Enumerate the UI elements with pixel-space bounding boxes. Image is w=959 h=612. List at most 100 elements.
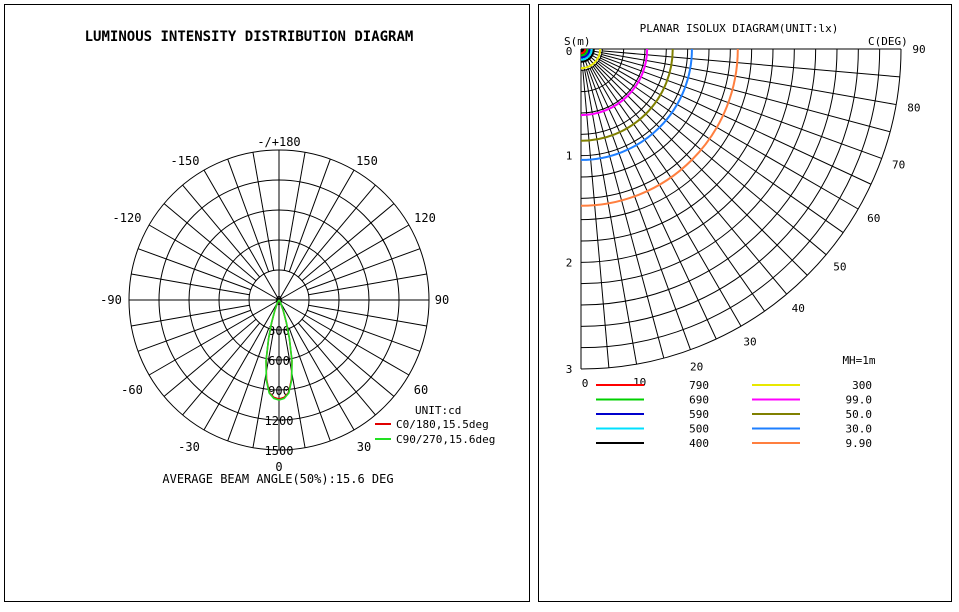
polar-grid-spoke <box>278 224 410 301</box>
polar-radial-tick: 900 <box>268 384 290 398</box>
polar-grid-spoke <box>131 273 250 296</box>
isolux-title: PLANAR ISOLUX DIAGRAM(UNIT:lx) <box>640 22 839 35</box>
isolux-grid-spoke <box>586 69 665 359</box>
polar-grid-spoke <box>308 273 427 296</box>
isolux-grid-spoke <box>595 63 808 276</box>
isolux-grid-spoke <box>582 70 610 368</box>
isolux-grid-spoke <box>580 48 897 106</box>
isolux-legend-value: 690 <box>689 394 709 407</box>
polar-radial-tick: 600 <box>268 354 290 368</box>
polar-grid-spoke <box>288 328 331 442</box>
isolux-legend-value: 590 <box>689 408 709 421</box>
polar-grid-spoke <box>252 329 275 448</box>
isolux-grid-spoke <box>600 57 872 185</box>
isolux-angle-tick: 60 <box>867 212 880 225</box>
isolux-distance-tick: 2 <box>566 256 573 269</box>
polar-grid-spoke <box>131 304 250 327</box>
isolux-angle-tick: 30 <box>743 336 756 349</box>
isolux-grid-spoke <box>580 48 638 365</box>
polar-grid-spoke <box>288 158 331 272</box>
polar-grid-spoke <box>307 309 421 352</box>
isolux-grid-spoke <box>580 48 788 295</box>
isolux-grid-arc <box>580 48 603 71</box>
polar-angle-label: 30 <box>357 440 371 454</box>
luminous-intensity-panel: LUMINOUS INTENSITY DISTRIBUTION DIAGRAM -… <box>4 4 530 602</box>
polar-radial-tick: 1200 <box>265 414 294 428</box>
polar-angle-label: -120 <box>113 211 142 225</box>
polar-series-curve-1 <box>265 299 293 401</box>
isolux-legend-value: 9.90 <box>846 437 873 450</box>
isolux-grid-spoke <box>580 48 691 350</box>
polar-grid-spoke <box>252 152 275 271</box>
isolux-grid-spoke <box>580 48 827 256</box>
polar-angle-label: 90 <box>435 293 449 307</box>
isolux-contour-4 <box>580 48 595 63</box>
polar-angle-label: -150 <box>171 154 200 168</box>
polar-grid-spoke <box>148 224 280 301</box>
polar-grid-spoke <box>203 169 280 301</box>
polar-angle-label: -60 <box>121 383 143 397</box>
polar-grid-spoke <box>301 318 395 397</box>
isolux-angle-tick: 0 <box>582 377 589 390</box>
polar-grid-spoke <box>137 248 251 291</box>
isolux-contour-6 <box>580 48 649 117</box>
isolux-grid-spoke <box>589 68 717 340</box>
polar-angle-label: 60 <box>414 383 428 397</box>
isolux-grid-spoke <box>580 48 859 210</box>
isolux-legend-value: 30.0 <box>846 423 873 436</box>
isolux-contour-1 <box>580 48 589 57</box>
isolux-grid-spoke <box>601 54 891 133</box>
polar-title: LUMINOUS INTENSITY DISTRIBUTION DIAGRAM <box>85 29 414 45</box>
isolux-chart: PLANAR ISOLUX DIAGRAM(UNIT:lx) S(m) C(DEG)… <box>564 22 926 450</box>
polar-legend-label: C90/270,15.6deg <box>396 433 495 446</box>
polar-grid-spoke <box>163 203 257 282</box>
polar-unit-label: UNIT:cd <box>415 404 461 417</box>
isolux-grid-spoke <box>580 48 882 159</box>
isolux-contour-8 <box>580 48 693 161</box>
polar-radial-tick: 300 <box>268 324 290 338</box>
isolux-angle-tick: 50 <box>833 260 846 273</box>
polar-radial-tick: 1500 <box>265 444 294 458</box>
isolux-distance-tick: 3 <box>566 363 573 376</box>
polar-grid-spoke <box>278 299 355 431</box>
isolux-distance-tick: 1 <box>566 150 573 163</box>
polar-angle-label: -30 <box>178 440 200 454</box>
isolux-s-label: S(m) <box>564 35 591 48</box>
polar-grid-spoke <box>203 299 280 431</box>
polar-grid-spoke <box>308 304 427 327</box>
isolux-contour-0 <box>580 48 587 55</box>
isolux-legend-value: 500 <box>689 423 709 436</box>
polar-grid-spoke <box>278 169 355 301</box>
polar-grid-spoke <box>278 299 410 376</box>
polar-angle-label: -/+180 <box>257 135 300 149</box>
polar-grid-spoke <box>227 158 270 272</box>
isolux-distance-tick: 0 <box>566 45 573 58</box>
isolux-contour-2 <box>580 48 591 59</box>
polar-grid-spoke <box>283 152 306 271</box>
isolux-legend-value: 790 <box>689 379 709 392</box>
isolux-angle-tick: 90 <box>912 43 925 56</box>
polar-grid-spoke <box>137 309 251 352</box>
polar-grid-spoke <box>182 184 261 278</box>
polar-grid-spoke <box>297 184 376 278</box>
isolux-angle-tick: 10 <box>633 376 646 389</box>
isolux-contour-9 <box>580 48 739 207</box>
isolux-legend-value: 99.0 <box>846 394 873 407</box>
isolux-contour-5 <box>580 48 602 70</box>
isolux-angle-tick: 40 <box>792 302 805 315</box>
isolux-c-label: C(DEG) <box>868 35 908 48</box>
polar-grid-spoke <box>227 328 270 442</box>
isolux-contour-3 <box>580 48 593 61</box>
isolux-grid-spoke <box>580 48 742 327</box>
polar-grid-spoke <box>163 318 257 397</box>
polar-grid-spoke <box>283 329 306 448</box>
polar-chart: LUMINOUS INTENSITY DISTRIBUTION DIAGRAM -… <box>85 29 496 486</box>
polar-grid-spoke <box>297 322 376 416</box>
isolux-angle-tick: 20 <box>690 361 703 374</box>
isolux-legend-value: 400 <box>689 437 709 450</box>
isolux-legend-value: 300 <box>852 379 872 392</box>
isolux-mh-label: MH=1m <box>842 354 875 367</box>
polar-angle-label: 120 <box>414 211 436 225</box>
polar-footer: AVERAGE BEAM ANGLE(50%):15.6 DEG <box>162 472 393 486</box>
polar-grid-spoke <box>182 322 261 416</box>
